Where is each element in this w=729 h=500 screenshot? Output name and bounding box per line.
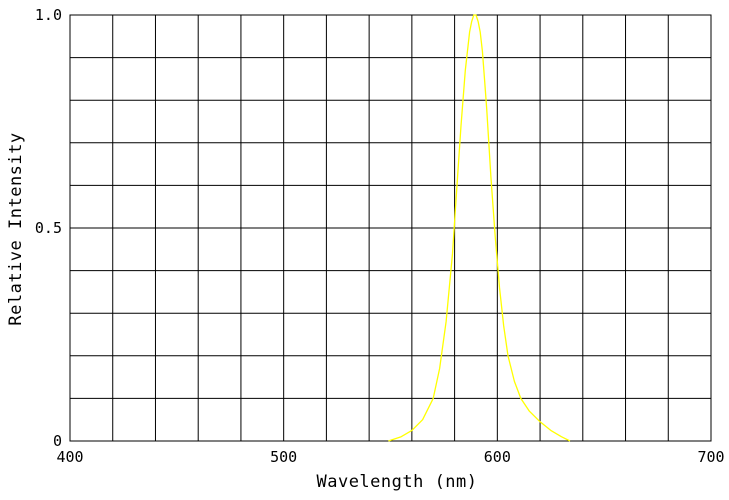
y-tick-label: 0 [53,432,62,450]
y-axis-label: Relative Intensity [6,132,26,325]
y-tick-labels: 0 0.5 1.0 [35,6,62,450]
plot-frame [69,14,712,442]
x-tick-label: 600 [484,448,511,466]
series-group [388,14,571,442]
x-tick-label: 400 [56,448,83,466]
y-tick-label: 1.0 [35,6,62,24]
x-axis-label: Wavelength (nm) [316,472,477,492]
x-tick-labels: 400 500 600 700 [56,448,724,466]
x-tick-label: 700 [697,448,724,466]
y-tick-label: 0.5 [35,219,62,237]
grid [70,15,711,441]
x-tick-label: 500 [270,448,297,466]
spectrum-curve [388,14,571,442]
